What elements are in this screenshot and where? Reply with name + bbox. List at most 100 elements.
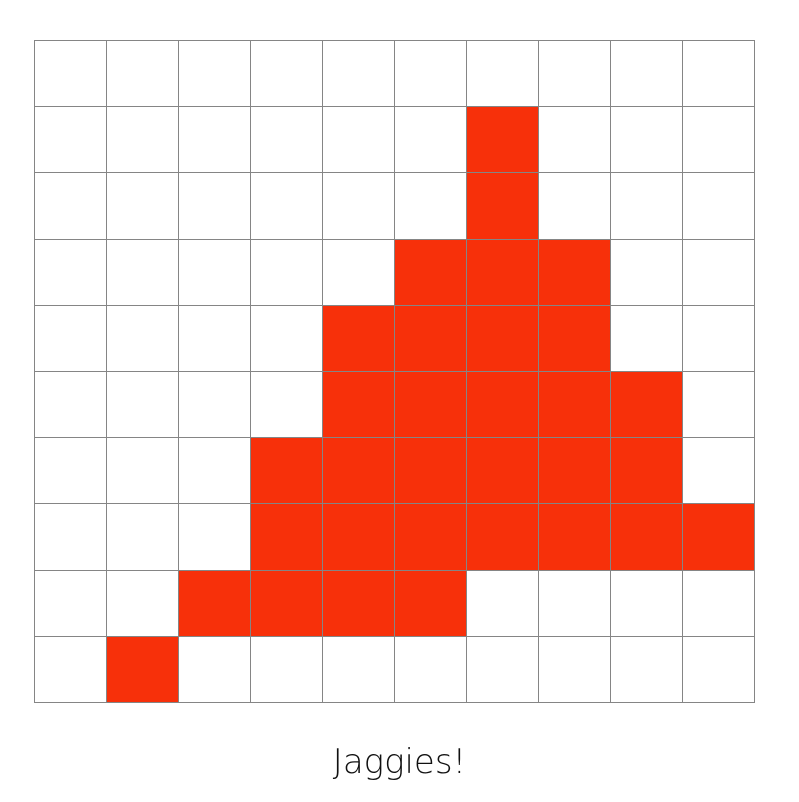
filled-pixel — [250, 570, 323, 637]
filled-pixel — [466, 437, 539, 504]
empty-pixel — [322, 106, 395, 173]
empty-pixel — [178, 305, 251, 372]
empty-pixel — [322, 636, 395, 703]
filled-pixel — [538, 371, 611, 438]
filled-pixel — [610, 371, 683, 438]
filled-pixel — [394, 305, 467, 372]
empty-pixel — [682, 305, 755, 372]
empty-pixel — [178, 172, 251, 240]
empty-pixel — [682, 371, 755, 438]
empty-pixel — [178, 636, 251, 703]
empty-pixel — [178, 106, 251, 173]
empty-pixel — [538, 40, 611, 107]
empty-pixel — [610, 172, 683, 240]
empty-pixel — [538, 636, 611, 703]
empty-pixel — [394, 172, 467, 240]
filled-pixel — [466, 239, 539, 306]
empty-pixel — [34, 636, 107, 703]
empty-pixel — [322, 40, 395, 107]
empty-pixel — [178, 371, 251, 438]
empty-pixel — [610, 305, 683, 372]
empty-pixel — [250, 636, 323, 703]
empty-pixel — [538, 172, 611, 240]
empty-pixel — [394, 636, 467, 703]
empty-pixel — [178, 503, 251, 571]
empty-pixel — [250, 172, 323, 240]
empty-pixel — [610, 239, 683, 306]
empty-pixel — [538, 570, 611, 637]
filled-pixel — [394, 371, 467, 438]
filled-pixel — [538, 437, 611, 504]
empty-pixel — [394, 106, 467, 173]
empty-pixel — [178, 437, 251, 504]
empty-pixel — [682, 106, 755, 173]
empty-pixel — [34, 371, 107, 438]
filled-pixel — [538, 503, 611, 571]
empty-pixel — [394, 40, 467, 107]
empty-pixel — [34, 239, 107, 306]
filled-pixel — [394, 570, 467, 637]
empty-pixel — [106, 40, 179, 107]
filled-pixel — [394, 503, 467, 571]
filled-pixel — [106, 636, 179, 703]
filled-pixel — [250, 503, 323, 571]
filled-pixel — [466, 106, 539, 173]
empty-pixel — [106, 503, 179, 571]
filled-pixel — [394, 239, 467, 306]
pixel-grid — [34, 40, 755, 703]
empty-pixel — [538, 106, 611, 173]
empty-pixel — [34, 437, 107, 504]
empty-pixel — [250, 371, 323, 438]
empty-pixel — [682, 239, 755, 306]
empty-pixel — [106, 570, 179, 637]
filled-pixel — [682, 503, 755, 571]
filled-pixel — [322, 371, 395, 438]
empty-pixel — [250, 40, 323, 107]
empty-pixel — [34, 40, 107, 107]
empty-pixel — [34, 305, 107, 372]
empty-pixel — [682, 40, 755, 107]
empty-pixel — [250, 239, 323, 306]
empty-pixel — [106, 106, 179, 173]
empty-pixel — [682, 437, 755, 504]
filled-pixel — [538, 305, 611, 372]
empty-pixel — [322, 172, 395, 240]
filled-pixel — [466, 305, 539, 372]
filled-pixel — [250, 437, 323, 504]
empty-pixel — [610, 106, 683, 173]
filled-pixel — [178, 570, 251, 637]
empty-pixel — [34, 106, 107, 173]
empty-pixel — [106, 239, 179, 306]
empty-pixel — [106, 305, 179, 372]
filled-pixel — [466, 371, 539, 438]
empty-pixel — [106, 172, 179, 240]
filled-pixel — [466, 172, 539, 240]
empty-pixel — [34, 570, 107, 637]
filled-pixel — [610, 437, 683, 504]
filled-pixel — [466, 503, 539, 571]
empty-pixel — [610, 636, 683, 703]
filled-pixel — [322, 305, 395, 372]
empty-pixel — [610, 40, 683, 107]
empty-pixel — [178, 40, 251, 107]
empty-pixel — [682, 570, 755, 637]
empty-pixel — [250, 106, 323, 173]
filled-pixel — [394, 437, 467, 504]
empty-pixel — [322, 239, 395, 306]
empty-pixel — [250, 305, 323, 372]
empty-pixel — [466, 570, 539, 637]
empty-pixel — [106, 437, 179, 504]
empty-pixel — [682, 636, 755, 703]
empty-pixel — [106, 371, 179, 438]
empty-pixel — [34, 503, 107, 571]
empty-pixel — [466, 636, 539, 703]
empty-pixel — [178, 239, 251, 306]
empty-pixel — [34, 172, 107, 240]
filled-pixel — [538, 239, 611, 306]
empty-pixel — [466, 40, 539, 107]
filled-pixel — [610, 503, 683, 571]
filled-pixel — [322, 503, 395, 571]
empty-pixel — [682, 172, 755, 240]
filled-pixel — [322, 437, 395, 504]
filled-pixel — [322, 570, 395, 637]
